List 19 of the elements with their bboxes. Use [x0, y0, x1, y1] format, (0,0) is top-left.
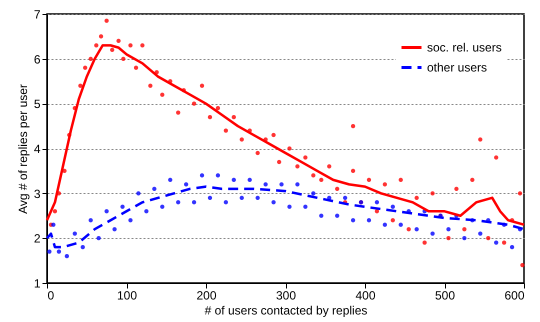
- y-tick-label: 3: [34, 186, 41, 201]
- y-tick-label: 4: [34, 142, 41, 156]
- x-tick-label: 600: [504, 288, 525, 302]
- legend-label: other users: [427, 60, 488, 74]
- y-tick-label: 7: [34, 8, 41, 22]
- y-tick-label: 2: [34, 232, 41, 246]
- y-tick-label: 1: [34, 276, 41, 290]
- legend-label: soc. rel. users: [427, 40, 502, 54]
- y-tick-label: 6: [34, 52, 41, 66]
- y-tick-label: 5: [34, 97, 41, 112]
- x-tick-label: 400: [355, 288, 376, 302]
- x-tick-label: 0: [48, 288, 54, 302]
- x-tick-label: 300: [276, 288, 296, 302]
- x-tick-label: 200: [196, 288, 217, 302]
- x-axis-title: # of users contacted by replies: [204, 304, 368, 318]
- line-series: [46, 44, 526, 226]
- x-tick-label: 100: [116, 288, 138, 302]
- x-tick-label: 500: [434, 288, 456, 302]
- y-axis-title: Avg # of replies per user: [16, 84, 30, 214]
